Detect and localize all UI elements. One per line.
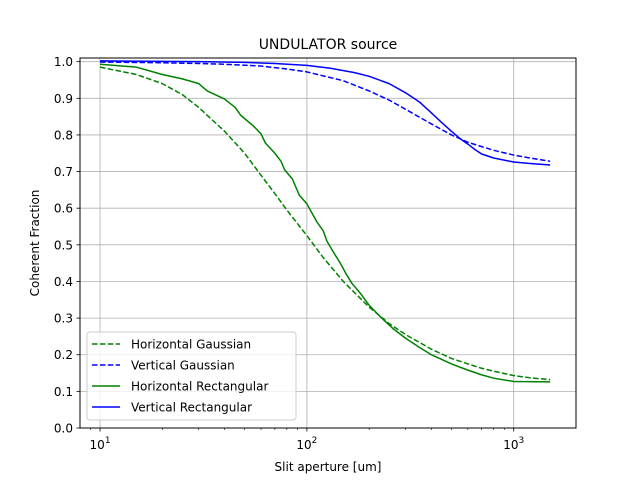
y-tick-label: 0.7 — [54, 165, 73, 179]
x-tick-label: 103 — [503, 436, 524, 452]
plot-frame — [79, 57, 577, 429]
y-tick-label: 0.6 — [54, 202, 73, 216]
x-tick-label: 101 — [90, 436, 111, 452]
legend-label: Vertical Gaussian — [131, 359, 235, 373]
y-tick-label: 0.0 — [54, 422, 73, 436]
y-tick-label: 0.9 — [54, 92, 73, 106]
y-tick-label: 1.0 — [54, 55, 73, 69]
y-tick-label: 0.2 — [54, 348, 73, 362]
series-line-horizontal-gaussian — [99, 66, 551, 381]
y-tick-label: 0.8 — [54, 128, 73, 142]
chart-title: UNDULATOR source — [259, 37, 398, 53]
x-axis-label: Slit aperture [um] — [275, 460, 382, 474]
legend: Horizontal Gaussian Vertical Gaussian Hori… — [86, 331, 297, 421]
legend-label: Horizontal Rectangular — [131, 380, 268, 394]
x-tick-label: 102 — [296, 436, 317, 452]
series-lines — [99, 60, 551, 383]
y-axis-label: Coherent Fraction — [28, 190, 42, 297]
y-tick-label: 0.5 — [54, 238, 73, 252]
axis-ticks: 0.0 0.1 0.2 0.3 0.4 0.5 0.6 0.7 0.8 0.9 1.0 101 102 1… — [54, 55, 524, 452]
series-line-vertical-rectangular — [100, 60, 551, 166]
y-tick-label: 0.1 — [54, 385, 73, 399]
legend-label: Horizontal Gaussian — [131, 338, 251, 352]
legend-box — [86, 331, 297, 421]
y-tick-label: 0.4 — [54, 275, 73, 289]
legend-label: Vertical Rectangular — [131, 401, 252, 415]
y-tick-label: 0.3 — [54, 312, 73, 326]
series-line-vertical-gaussian — [100, 61, 551, 163]
series-line-horizontal-rectangular — [99, 63, 551, 383]
